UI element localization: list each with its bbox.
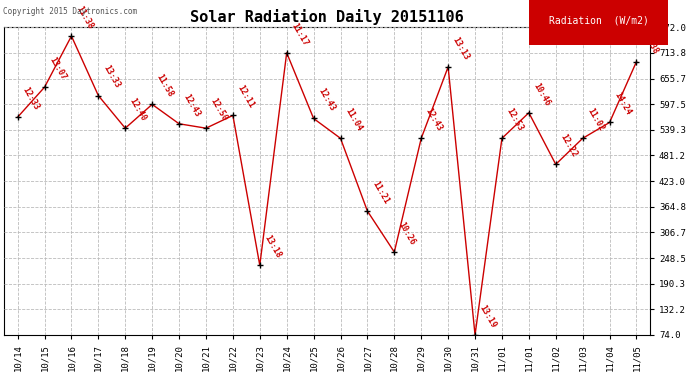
Text: 10:26: 10:26 <box>397 220 417 246</box>
Text: 12:50: 12:50 <box>208 96 229 123</box>
Text: 12:43: 12:43 <box>424 106 444 133</box>
Text: 11:17: 11:17 <box>289 21 310 47</box>
Text: 12:43: 12:43 <box>316 87 337 113</box>
Text: 13:19: 13:19 <box>477 303 498 329</box>
Text: 12:53: 12:53 <box>504 106 525 133</box>
Text: 14:24: 14:24 <box>612 91 633 117</box>
Text: 12:11: 12:11 <box>235 84 256 110</box>
Text: 13:07: 13:07 <box>47 56 68 82</box>
Text: 11:21: 11:21 <box>370 179 391 206</box>
Text: 10:46: 10:46 <box>531 81 552 107</box>
Title: Solar Radiation Daily 20151106: Solar Radiation Daily 20151106 <box>190 9 464 25</box>
Text: 11:04: 11:04 <box>343 106 364 133</box>
Text: 11:58: 11:58 <box>155 73 175 99</box>
Text: 12:38: 12:38 <box>639 30 660 56</box>
Text: 13:33: 13:33 <box>101 64 121 90</box>
Text: 13:13: 13:13 <box>451 35 471 62</box>
Text: 12:33: 12:33 <box>20 86 41 112</box>
Text: 13:18: 13:18 <box>262 234 283 260</box>
Text: Copyright 2015 Daytronics.com: Copyright 2015 Daytronics.com <box>3 8 137 16</box>
Text: 12:40: 12:40 <box>128 96 148 123</box>
Text: 11:02: 11:02 <box>585 106 606 133</box>
Text: Radiation  (W/m2): Radiation (W/m2) <box>549 16 649 26</box>
Text: 11:38: 11:38 <box>74 4 95 30</box>
Text: 12:22: 12:22 <box>558 133 579 159</box>
Text: 12:43: 12:43 <box>181 92 202 118</box>
